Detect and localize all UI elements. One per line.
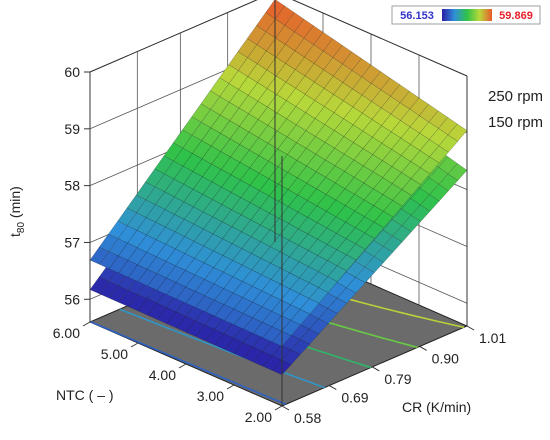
- ntc-tick-label: 3.00: [197, 388, 224, 404]
- cr-tick-mark: [281, 405, 290, 411]
- colorbar-max-label: 59.869: [499, 10, 533, 22]
- colorbar-min-label: 56.153: [400, 10, 434, 22]
- tick-labels: 56 57 58 59 60 0.58 0.69 0.79 0.90 1.01 2.00 3.00 4.…: [53, 64, 507, 426]
- colorbar: 56.153 59.869: [391, 5, 541, 25]
- surfaces: [89, 0, 468, 376]
- floor-contour-0: [90, 320, 287, 406]
- z-axis-title: t80 (min): [7, 186, 27, 237]
- surface-cell: [447, 163, 468, 181]
- z-tick-label: 60: [64, 64, 80, 80]
- cr-tick-label: 0.58: [294, 410, 321, 426]
- frame-edge-4: [89, 0, 258, 73]
- cr-tick-mark: [329, 385, 337, 390]
- z-tick-label: 56: [64, 291, 80, 307]
- z-axis-title-sub: 80: [16, 222, 27, 234]
- ntc-tick-mark: [274, 405, 283, 411]
- ntc-tick-mark: [226, 384, 235, 390]
- z-axis-title-main: t: [7, 233, 23, 237]
- axes-frame: [89, 0, 468, 406]
- z-axis-title-unit: (min): [7, 186, 23, 222]
- ntc-tick-label: 4.00: [149, 367, 176, 383]
- colorbar-gradient: [442, 9, 492, 21]
- surface-0: [89, 0, 468, 347]
- floor-contour-1: [119, 308, 325, 389]
- ntc-tick-label: 2.00: [245, 409, 272, 425]
- frame-edge-5: [292, 0, 468, 77]
- x-axis-title: CR (K/min): [402, 399, 471, 415]
- ntc-tick-label: 5.00: [101, 346, 128, 362]
- y-axis-title: NTC ( – ): [56, 387, 114, 403]
- z-tick-label: 57: [64, 234, 80, 250]
- cr-tick-mark: [372, 366, 380, 372]
- z-tick-label: 59: [64, 121, 80, 137]
- cr-tick-mark: [419, 346, 427, 351]
- ntc-tick-mark: [130, 342, 139, 348]
- ntc-tick-mark: [82, 321, 91, 327]
- cr-tick-label: 0.90: [432, 350, 459, 366]
- cr-tick-label: 0.69: [341, 390, 368, 406]
- ntc-tick-mark: [178, 363, 187, 369]
- series-label-250rpm: 250 rpm: [488, 88, 543, 105]
- series-label-150rpm: 150 rpm: [488, 114, 543, 131]
- cr-tick-mark: [466, 325, 475, 331]
- cr-tick-label: 1.01: [479, 330, 506, 346]
- z-tick-label: 58: [64, 178, 80, 194]
- cr-tick-label: 0.79: [384, 371, 411, 387]
- surface-cell: [447, 123, 468, 142]
- ntc-tick-label: 6.00: [53, 325, 80, 341]
